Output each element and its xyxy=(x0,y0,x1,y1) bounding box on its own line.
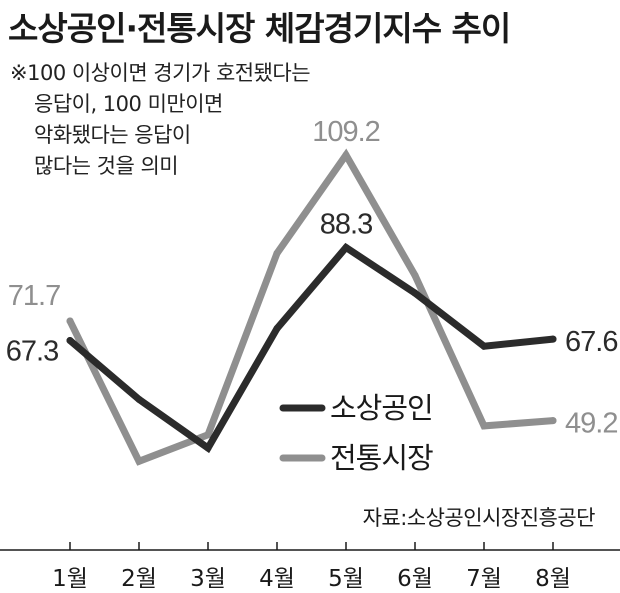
data-point xyxy=(204,431,212,439)
x-tick-label: 7월 xyxy=(466,566,502,592)
data-label: 109.2 xyxy=(312,116,380,148)
legend-label: 전통시장 xyxy=(330,441,433,475)
data-label: 71.7 xyxy=(8,280,60,312)
data-label: 88.3 xyxy=(320,209,372,241)
source-note: 자료:소상공인시장진흥공단 xyxy=(363,506,596,530)
x-tick-label: 2월 xyxy=(121,566,157,592)
data-point xyxy=(342,244,350,251)
note-line: 악화됐다는 응답이 xyxy=(34,123,191,147)
data-point xyxy=(480,422,488,430)
chart-note: ※100 이상이면 경기가 호전됐다는 응답이, 100 미만이면 악화됐다는 … xyxy=(10,58,311,182)
data-point xyxy=(273,325,281,332)
data-point xyxy=(135,395,143,403)
data-point xyxy=(204,444,212,452)
x-tick-label: 5월 xyxy=(328,566,364,592)
data-point xyxy=(549,417,557,425)
data-point xyxy=(549,335,557,343)
x-tick-label: 1월 xyxy=(52,566,88,592)
data-point xyxy=(411,289,419,297)
x-tick-label: 3월 xyxy=(190,566,226,592)
data-label: 67.6 xyxy=(565,326,617,358)
x-tick-label: 4월 xyxy=(259,566,295,592)
x-tick-label: 6월 xyxy=(397,566,433,592)
data-point xyxy=(411,271,419,279)
note-line: ※100 이상이면 경기가 호전됐다는 xyxy=(10,61,311,85)
data-point xyxy=(135,457,143,465)
series-lines xyxy=(66,148,557,466)
series-line xyxy=(66,148,557,466)
data-point xyxy=(480,342,488,350)
data-point xyxy=(273,249,281,257)
data-labels: 71.7 67.3 109.2 88.3 67.6 49.2 xyxy=(6,116,619,440)
x-tick-label: 8월 xyxy=(535,566,571,592)
data-point xyxy=(342,151,350,159)
data-point xyxy=(66,337,74,344)
series-line xyxy=(66,242,557,454)
legend-label: 소상공인 xyxy=(330,391,433,425)
note-line: 응답이, 100 미만이면 xyxy=(34,92,223,116)
data-point xyxy=(66,317,74,325)
x-axis: 1월 2월 3월 4월 5월 6월 7월 8월 xyxy=(0,542,620,592)
chart-title: 소상공인·전통시장 체감경기지수 추이 xyxy=(8,9,511,48)
note-line: 많다는 것을 의미 xyxy=(34,154,179,178)
data-label: 67.3 xyxy=(6,336,58,368)
data-label: 49.2 xyxy=(565,408,617,440)
